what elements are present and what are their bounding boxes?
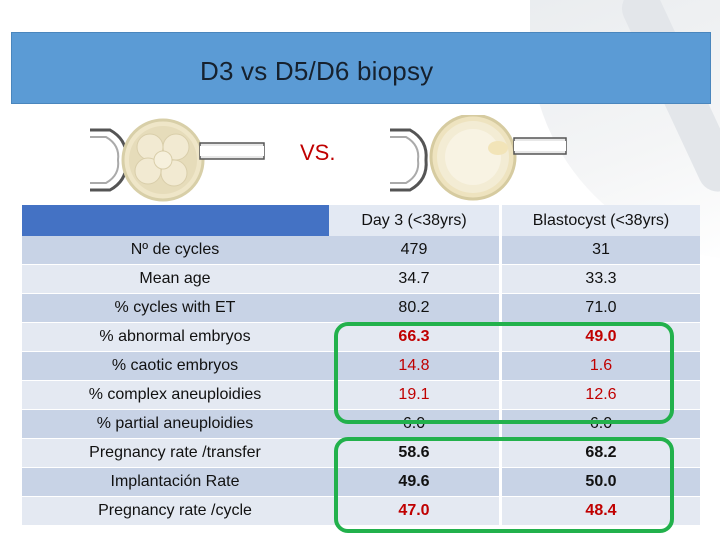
blastocyst-value: 33.3: [585, 270, 617, 287]
day3-value: 34.7: [398, 270, 430, 287]
column-divider: [499, 265, 502, 294]
column-divider: [499, 323, 502, 352]
table-row: % complex aneuploidies 19.1 12.6: [22, 381, 700, 410]
day3-value: 19.1: [398, 386, 430, 403]
table-row: Pregnancy rate /cycle 47.0 48.4: [22, 497, 700, 526]
header-day3: Day 3 (<38yrs): [329, 205, 499, 236]
blastocyst-value: 48.4: [585, 502, 617, 519]
highlight-box-outcomes: [334, 437, 674, 533]
row-label: Implantación Rate: [110, 473, 240, 490]
blastocyst-value: 49.0: [585, 328, 617, 345]
row-label: Mean age: [139, 270, 211, 287]
column-divider: [499, 381, 502, 410]
day3-value: 49.6: [398, 473, 430, 490]
day3-value: 66.3: [398, 328, 430, 345]
table-row: % abnormal embryos 66.3 49.0: [22, 323, 700, 352]
results-table: Day 3 (<38yrs) Blastocyst (<38yrs) Nº de…: [22, 205, 700, 526]
vs-label: VS.: [300, 140, 336, 165]
blastocyst-value: 71.0: [585, 299, 617, 316]
column-divider: [499, 294, 502, 323]
table-row: Pregnancy rate /transfer 58.6 68.2: [22, 439, 700, 468]
blastocyst-value: 12.6: [585, 386, 617, 403]
blastocyst-value: 1.6: [589, 357, 613, 374]
day3-embryo-biopsy-icon: [90, 118, 265, 202]
table-row: % cycles with ET 80.2 71.0: [22, 294, 700, 323]
row-label: % partial aneuploidies: [96, 415, 254, 432]
row-label: % abnormal embryos: [99, 328, 251, 345]
highlight-box-genetics: [334, 322, 674, 424]
day3-value: 47.0: [398, 502, 430, 519]
row-label: Pregnancy rate /cycle: [98, 502, 252, 519]
day3-value: 14.8: [398, 357, 430, 374]
slide-title: D3 vs D5/D6 biopsy: [200, 56, 434, 86]
blastocyst-value: 31: [592, 241, 610, 258]
column-divider: [499, 236, 502, 265]
column-divider: [499, 410, 502, 439]
day3-value: 479: [400, 241, 428, 258]
column-divider: [499, 497, 502, 526]
table-row: Implantación Rate 49.6 50.0: [22, 468, 700, 497]
table-header-row: Day 3 (<38yrs) Blastocyst (<38yrs): [22, 205, 700, 236]
row-label: % caotic embryos: [111, 357, 239, 374]
header-blastocyst: Blastocyst (<38yrs): [502, 205, 700, 236]
table-row: Nº de cycles 479 31: [22, 236, 700, 265]
column-divider: [499, 205, 502, 236]
day3-value: 80.2: [398, 299, 430, 316]
blastocyst-value: 50.0: [585, 473, 617, 490]
title-bar: [11, 32, 711, 104]
row-label: Pregnancy rate /transfer: [89, 444, 261, 461]
row-label: % complex aneuploidies: [88, 386, 262, 403]
column-divider: [499, 352, 502, 381]
blastocyst-biopsy-icon: [390, 115, 567, 201]
table-row: Mean age 34.7 33.3: [22, 265, 700, 294]
blastocyst-value: 68.2: [585, 444, 617, 461]
column-divider: [499, 468, 502, 497]
table-row: % caotic embryos 14.8 1.6: [22, 352, 700, 381]
row-label: Nº de cycles: [130, 241, 220, 258]
row-label: % cycles with ET: [114, 299, 236, 316]
column-divider: [499, 439, 502, 468]
day3-value: 58.6: [398, 444, 430, 461]
